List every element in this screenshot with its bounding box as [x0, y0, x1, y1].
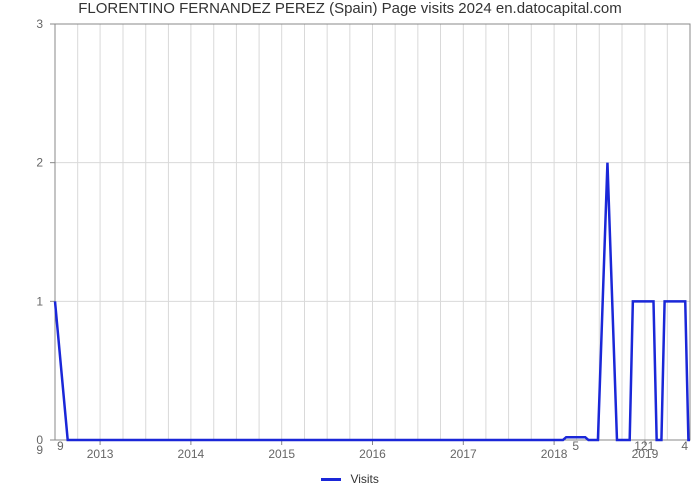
x-axis-start-label: 9 — [57, 439, 64, 453]
x-tick-label: 2017 — [450, 447, 477, 461]
legend: Visits — [0, 472, 700, 486]
legend-label: Visits — [350, 472, 378, 486]
y-tick-label: 1 — [36, 294, 43, 308]
y-tick-label: 2 — [36, 156, 43, 170]
line-chart: FLORENTINO FERNANDEZ PEREZ (Spain) Page … — [0, 0, 700, 500]
y-tick-label: 3 — [36, 17, 43, 31]
y-axis-end-label: 9 — [36, 443, 43, 457]
x-tick-label: 2015 — [268, 447, 295, 461]
legend-swatch — [321, 478, 341, 481]
x-tick-label: 2016 — [359, 447, 386, 461]
baseline-data-label: 121 — [634, 439, 654, 453]
x-tick-label: 2018 — [541, 447, 568, 461]
x-tick-label: 2014 — [178, 447, 205, 461]
chart-plot-area: 012320132014201520162017201820199945121 — [0, 0, 700, 470]
baseline-data-label: 5 — [572, 439, 579, 453]
chart-title: FLORENTINO FERNANDEZ PEREZ (Spain) Page … — [0, 0, 700, 17]
x-tick-label: 2013 — [87, 447, 114, 461]
